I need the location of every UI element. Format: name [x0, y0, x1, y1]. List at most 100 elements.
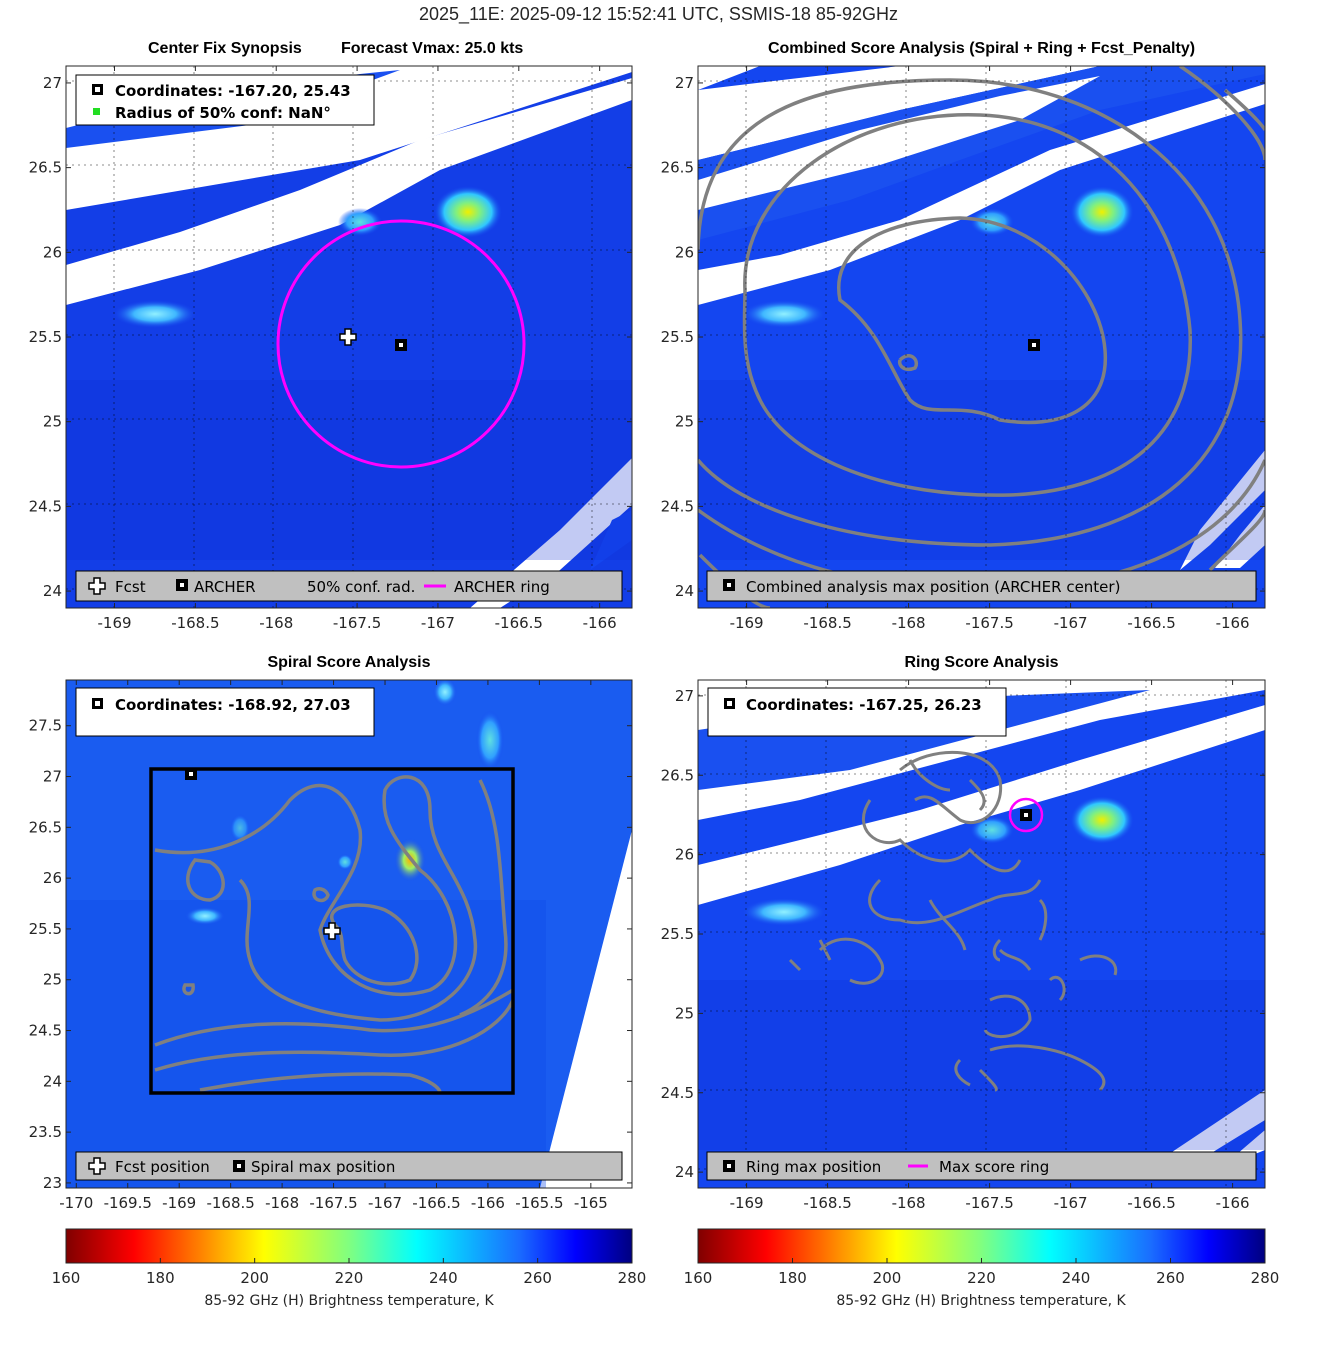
- colorbar-tick-label: 220: [967, 1269, 996, 1287]
- ring-panel: Coordinates: -167.25, 26.23 Ring max pos…: [697, 679, 1266, 1189]
- ring-max-icon: [1020, 809, 1032, 821]
- x-tick-label: -167: [1054, 1194, 1088, 1212]
- combined-heatmap: [698, 66, 1265, 608]
- x-tick-label: -166.5: [412, 1194, 460, 1212]
- colorbar-tick-label: 180: [146, 1269, 175, 1287]
- x-tick-label: -168: [265, 1194, 299, 1212]
- y-tick-label: 25: [43, 413, 62, 431]
- x-tick-label: -165.5: [515, 1194, 563, 1212]
- x-tick-label: -170: [59, 1194, 93, 1212]
- x-tick-label: -166: [471, 1194, 505, 1212]
- y-tick-label: 26: [43, 869, 62, 887]
- x-tick-label: -168: [892, 614, 926, 632]
- fcst-legend-icon: [88, 577, 106, 595]
- colorbar-ticks: 160 180 200 220 240 260 280 160 180 200 220 240 260 2…: [52, 1258, 1280, 1287]
- y-tick-label: 24.5: [29, 1022, 62, 1040]
- x-tick-label: -167.5: [965, 614, 1013, 632]
- legend-archer: ARCHER: [194, 578, 256, 596]
- colorbar-right-label: 85-92 GHz (H) Brightness temperature, K: [836, 1293, 1126, 1309]
- x-tick-label: -167: [421, 614, 455, 632]
- colorbar-tick-label: 160: [52, 1269, 81, 1287]
- y-tick-label: 26.5: [29, 818, 62, 836]
- colorbar-right: [697, 1228, 1266, 1264]
- x-tick-label: -168: [259, 614, 293, 632]
- ring-info-box: Coordinates: -167.25, 26.23: [707, 687, 1007, 737]
- x-tick-label: -166: [1216, 1194, 1250, 1212]
- y-tick-label: 27: [675, 74, 694, 92]
- legend-spiral-max: Spiral max position: [251, 1158, 395, 1176]
- colorbar-left-label: 85-92 GHz (H) Brightness temperature, K: [204, 1293, 494, 1309]
- fcst-position-legend-icon: [88, 1157, 106, 1175]
- y-tick-label: 25: [675, 413, 694, 431]
- y-tick-label: 25.5: [29, 920, 62, 938]
- x-tick-label: -167.5: [965, 1194, 1013, 1212]
- synopsis-vmax-title: Forecast Vmax: 25.0 kts: [341, 40, 524, 57]
- x-tick-label: -169: [730, 614, 764, 632]
- colorbar-tick-label: 160: [684, 1269, 713, 1287]
- x-tick-label: -168.5: [171, 614, 219, 632]
- legend-ring-max: Ring max position: [746, 1158, 881, 1176]
- x-tick-label: -169: [730, 1194, 764, 1212]
- axis-ticks: -169 -168.5 -168 -167.5 -167 -166.5 -166 24 24.5…: [29, 66, 1265, 1212]
- x-tick-label: -167: [1054, 614, 1088, 632]
- green-dot-icon: [93, 108, 100, 115]
- x-tick-label: -169: [162, 1194, 196, 1212]
- y-tick-label: 26.5: [661, 766, 694, 784]
- legend-fcst-position: Fcst position: [115, 1158, 210, 1176]
- ring-contours: [788, 750, 1118, 1092]
- x-tick-label: -166.5: [495, 614, 543, 632]
- combined-title: Combined Score Analysis (Spiral + Ring +…: [767, 40, 1196, 57]
- y-tick-label: 27: [675, 687, 694, 705]
- colorbar-tick-label: 280: [1251, 1269, 1280, 1287]
- forecast-position-icon: [339, 328, 357, 346]
- colorbar-tick-label: 240: [429, 1269, 458, 1287]
- spiral-title: Spiral Score Analysis: [267, 654, 431, 671]
- spiral-max-icon: [185, 768, 197, 780]
- spiral-info-box: Coordinates: -168.92, 27.03: [75, 687, 375, 737]
- spiral-forecast-icon: [323, 922, 341, 940]
- y-tick-label: 24.5: [29, 497, 62, 515]
- y-tick-label: 26.5: [29, 159, 62, 177]
- y-tick-label: 24: [675, 582, 694, 600]
- legend-max-score-ring: Max score ring: [939, 1158, 1049, 1176]
- synopsis-radius: Radius of 50% conf: NaN°: [115, 104, 331, 122]
- ring-max-circle: [1008, 797, 1044, 833]
- y-tick-label: 25.5: [661, 328, 694, 346]
- y-tick-label: 25: [675, 1004, 694, 1022]
- y-tick-label: 26: [675, 243, 694, 261]
- legend-conf-rad: 50% conf. rad.: [307, 578, 415, 596]
- x-tick-label: -166.5: [1127, 1194, 1175, 1212]
- y-tick-label: 25: [43, 971, 62, 989]
- colorbar-tick-label: 280: [618, 1269, 647, 1287]
- combined-max-icon: [1028, 339, 1040, 351]
- archer-ring: [276, 219, 526, 469]
- colorbar-tick-label: 200: [873, 1269, 902, 1287]
- ring-heatmap: [698, 680, 1265, 1188]
- y-tick-label: 25.5: [29, 328, 62, 346]
- ring-legend: Ring max position Max score ring: [706, 1151, 1257, 1181]
- colorbar-tick-label: 200: [240, 1269, 269, 1287]
- legend-combined-max: Combined analysis max position (ARCHER c…: [746, 578, 1120, 596]
- ring-coordinates: Coordinates: -167.25, 26.23: [746, 696, 982, 714]
- synopsis-legend: Fcst ARCHER 50% conf. rad. ARCHER ring: [75, 570, 623, 602]
- synopsis-title: Center Fix Synopsis: [148, 40, 302, 57]
- combined-panel: Combined analysis max position (ARCHER c…: [697, 65, 1266, 609]
- x-tick-label: -169.5: [104, 1194, 152, 1212]
- x-tick-label: -168.5: [803, 614, 851, 632]
- x-tick-label: -168.5: [206, 1194, 254, 1212]
- spiral-legend: Fcst position Spiral max position: [75, 1151, 623, 1181]
- colorbar-tick-label: 180: [778, 1269, 807, 1287]
- legend-fcst: Fcst: [115, 578, 146, 596]
- x-tick-label: -169: [97, 614, 131, 632]
- spiral-search-box: [149, 767, 515, 1095]
- synopsis-panel: Coordinates: -167.20, 25.43 Radius of 50…: [65, 65, 633, 609]
- x-tick-label: -167: [368, 1194, 402, 1212]
- combined-legend: Combined analysis max position (ARCHER c…: [706, 570, 1257, 602]
- y-tick-label: 26: [675, 846, 694, 864]
- y-tick-label: 23.5: [29, 1123, 62, 1141]
- colorbar-tick-label: 240: [1062, 1269, 1091, 1287]
- spiral-panel: Coordinates: -168.92, 27.03 Fcst positio…: [65, 679, 633, 1189]
- y-tick-label: 24.5: [661, 1084, 694, 1102]
- colorbar-left: [65, 1228, 633, 1264]
